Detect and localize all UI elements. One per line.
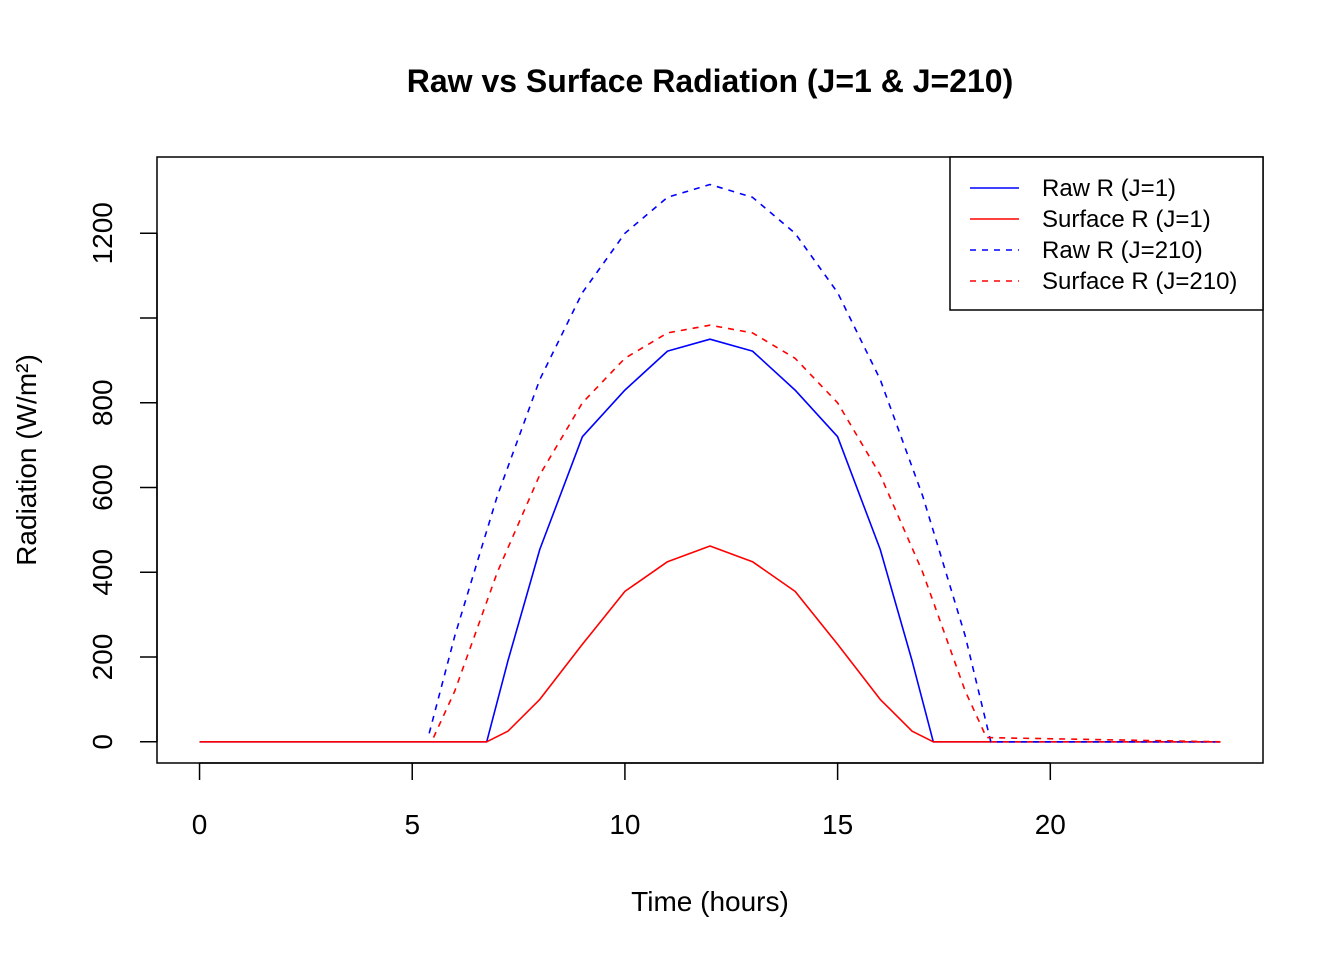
y-axis-label: Radiation (W/m²) — [11, 354, 42, 566]
legend: Raw R (J=1) Surface R (J=1) Raw R (J=210) S… — [949, 156, 1264, 311]
series-line-3 — [432, 324, 1221, 743]
x-tick-label: 0 — [192, 809, 208, 840]
y-tick-label: 200 — [87, 634, 118, 681]
series-line-1 — [199, 545, 1221, 743]
series-layer — [199, 183, 1221, 743]
y-axis: 0 200 400 600 800 1200 — [87, 202, 158, 750]
y-tick-label: 600 — [87, 464, 118, 511]
x-tick-label: 15 — [822, 809, 853, 840]
series-line-2 — [428, 183, 1221, 743]
legend-label: Surface R (J=210) — [1042, 268, 1237, 295]
y-tick-label: 800 — [87, 379, 118, 426]
x-tick-label: 10 — [609, 809, 640, 840]
x-tick-label: 20 — [1035, 809, 1066, 840]
y-tick-label: 0 — [87, 734, 118, 750]
legend-label: Raw R (J=210) — [1042, 237, 1203, 264]
legend-box — [949, 156, 1264, 311]
x-axis: 0 5 10 15 20 — [192, 762, 1066, 840]
series-line-0 — [199, 338, 1221, 743]
x-tick-label: 5 — [404, 809, 420, 840]
legend-label: Surface R (J=1) — [1042, 206, 1211, 233]
y-tick-label: 400 — [87, 549, 118, 596]
x-axis-label: Time (hours) — [631, 886, 789, 917]
chart-title: Raw vs Surface Radiation (J=1 & J=210) — [407, 63, 1013, 99]
legend-label: Raw R (J=1) — [1042, 175, 1176, 202]
y-tick-label: 1200 — [87, 202, 118, 264]
